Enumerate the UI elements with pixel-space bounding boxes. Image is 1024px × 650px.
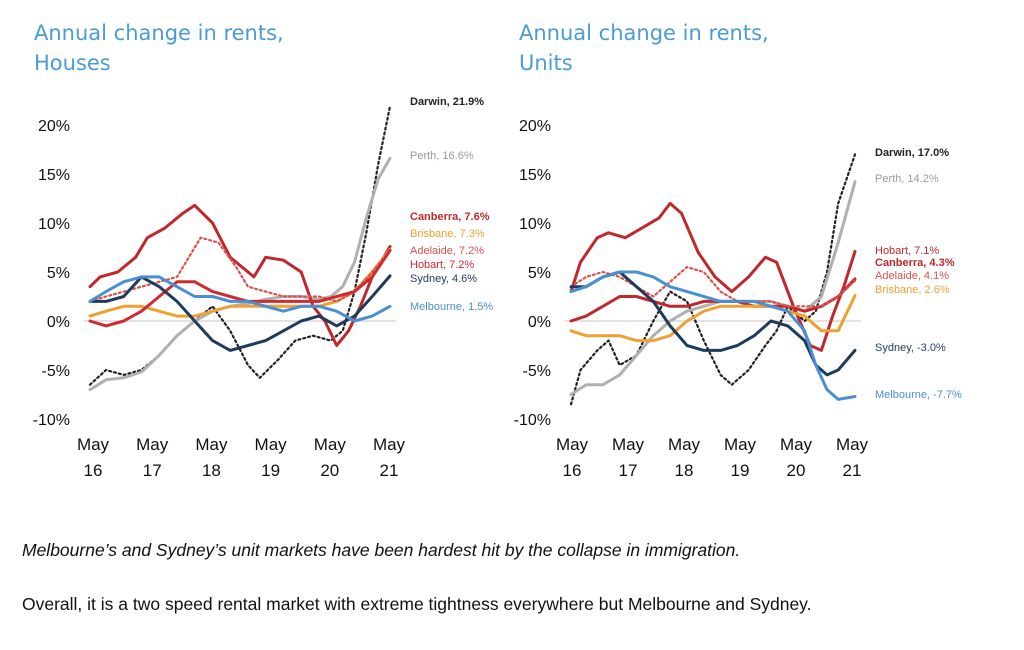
houses-label-adelaide: Adelaide, 7.2% bbox=[410, 245, 484, 257]
houses-y-tick-label: 20% bbox=[38, 118, 70, 135]
units-y-tick-label: 10% bbox=[519, 216, 551, 233]
houses-x-tick-label: May bbox=[195, 435, 228, 454]
houses-label-darwin: Darwin, 21.9% bbox=[410, 96, 484, 108]
units-chart-title: Annual change in rents, Units bbox=[519, 18, 769, 78]
houses-title-line-2: Houses bbox=[34, 51, 111, 75]
units-y-tick-label: 15% bbox=[519, 167, 551, 184]
houses-x-tick-label: 19 bbox=[261, 461, 280, 480]
houses-series-hobart bbox=[88, 248, 392, 328]
units-label-adelaide: Adelaide, 4.1% bbox=[875, 270, 949, 282]
units-x-tick-label: 19 bbox=[731, 461, 750, 480]
houses-x-tick-label: May bbox=[314, 435, 347, 454]
houses-label-sydney: Sydney, 4.6% bbox=[410, 273, 477, 285]
units-x-tick-label: 18 bbox=[675, 461, 694, 480]
units-x-tick-label: May bbox=[556, 435, 589, 454]
units-label-brisbane: Brisbane, 2.6% bbox=[875, 284, 950, 296]
rent-charts: 20% 15% 10% 5% 0% -5% -10% May 16 May 17 May 18 May 19… bbox=[33, 96, 962, 480]
units-label-melbourne: Melbourne, -7.7% bbox=[875, 389, 962, 401]
houses-chart-title: Annual change in rents, Houses bbox=[34, 18, 284, 78]
units-series-melbourne bbox=[569, 270, 857, 401]
units-label-darwin: Darwin, 17.0% bbox=[875, 147, 949, 159]
houses-label-melbourne: Melbourne, 1.5% bbox=[410, 301, 493, 313]
units-title-line-1: Annual change in rents, bbox=[519, 21, 769, 45]
units-y-tick-label: 5% bbox=[528, 265, 551, 282]
units-series-darwin bbox=[569, 153, 857, 406]
houses-x-tick-label: May bbox=[373, 435, 406, 454]
houses-y-tick-label: -5% bbox=[42, 363, 70, 380]
units-x-tick-label: May bbox=[668, 435, 701, 454]
houses-x-tick-label: May bbox=[136, 435, 169, 454]
houses-x-tick-label: 17 bbox=[143, 461, 162, 480]
units-x-tick-label: May bbox=[836, 435, 869, 454]
units-x-tick-label: 17 bbox=[619, 461, 638, 480]
houses-series-adelaide bbox=[88, 236, 392, 303]
units-label-perth: Perth, 14.2% bbox=[875, 173, 939, 185]
units-y-tick-label: -5% bbox=[523, 363, 551, 380]
houses-x-tick-label: May bbox=[255, 435, 288, 454]
units-x-tick-label: May bbox=[724, 435, 757, 454]
units-title-line-2: Units bbox=[519, 51, 573, 75]
units-y-tick-label: 20% bbox=[519, 118, 551, 135]
houses-x-tick-label: 20 bbox=[320, 461, 339, 480]
houses-x-tick-label: 18 bbox=[202, 461, 221, 480]
houses-y-tick-label: 5% bbox=[47, 265, 70, 282]
units-x-tick-label: May bbox=[612, 435, 645, 454]
units-series-hobart bbox=[569, 201, 857, 352]
houses-title-line-1: Annual change in rents, bbox=[34, 21, 284, 45]
houses-y-tick-label: 0% bbox=[47, 314, 70, 331]
houses-y-tick-label: 15% bbox=[38, 167, 70, 184]
houses-x-tick-label: May bbox=[77, 435, 110, 454]
units-y-tick-label: 0% bbox=[528, 314, 551, 331]
houses-x-tick-label: 16 bbox=[84, 461, 103, 480]
units-x-tick-label: May bbox=[780, 435, 813, 454]
houses-series-canberra bbox=[88, 203, 392, 347]
units-x-tick-label: 20 bbox=[787, 461, 806, 480]
units-series-canberra bbox=[569, 277, 857, 323]
caption-two-speed: Overall, it is a two speed rental market… bbox=[22, 594, 812, 614]
houses-series-darwin bbox=[88, 105, 392, 386]
units-series-brisbane bbox=[569, 294, 857, 343]
units-x-tick-label: 21 bbox=[843, 461, 862, 480]
houses-y-tick-label: 10% bbox=[38, 216, 70, 233]
caption-hardest-hit: Melbourne’s and Sydney’s unit markets ha… bbox=[22, 540, 741, 560]
houses-series-melbourne bbox=[88, 275, 392, 323]
units-y-tick-label: -10% bbox=[514, 412, 551, 429]
houses-label-canberra: Canberra, 7.6% bbox=[410, 211, 490, 223]
houses-label-hobart: Hobart, 7.2% bbox=[410, 259, 474, 271]
units-x-tick-label: 16 bbox=[563, 461, 582, 480]
houses-label-perth: Perth, 16.6% bbox=[410, 150, 474, 162]
houses-x-tick-label: 21 bbox=[380, 461, 399, 480]
houses-label-brisbane: Brisbane, 7.3% bbox=[410, 228, 485, 240]
units-series-perth bbox=[569, 180, 857, 396]
houses-y-tick-label: -10% bbox=[33, 412, 70, 429]
units-label-canberra: Canberra, 4.3% bbox=[875, 257, 955, 269]
houses-series-sydney bbox=[88, 274, 392, 352]
units-series-adelaide bbox=[569, 266, 857, 308]
units-label-hobart: Hobart, 7.1% bbox=[875, 245, 939, 257]
units-label-sydney: Sydney, -3.0% bbox=[875, 342, 946, 354]
